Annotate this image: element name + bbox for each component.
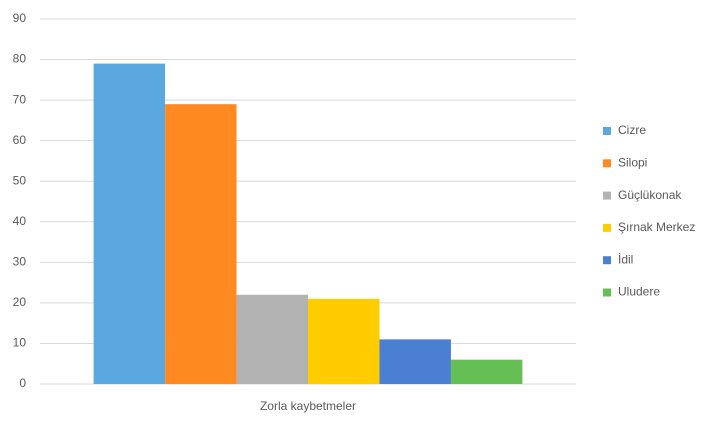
bar <box>165 104 237 385</box>
y-tick-label: 60 <box>13 133 27 147</box>
y-tick-label: 90 <box>13 11 27 25</box>
legend-label: Cizre <box>618 123 646 137</box>
bar <box>93 63 166 384</box>
legend-swatch <box>603 159 611 168</box>
legend-label: Güçlükonak <box>618 188 682 202</box>
y-tick-label: 40 <box>13 214 27 228</box>
legend-swatch <box>603 288 611 297</box>
y-tick-label: 20 <box>13 295 27 309</box>
legend-label: İdil <box>618 252 633 266</box>
legend-label: Uludere <box>618 285 660 299</box>
legend-swatch <box>603 256 611 265</box>
bar <box>308 298 380 384</box>
y-tick-label: 50 <box>13 173 27 187</box>
legend-label: Şırnak Merkez <box>618 220 695 234</box>
y-tick-label: 80 <box>13 52 27 66</box>
y-tick-label: 0 <box>19 376 26 390</box>
legend-label: Silopi <box>618 155 647 169</box>
y-tick-label: 30 <box>13 255 27 269</box>
y-tick-label: 10 <box>13 336 27 350</box>
legend-swatch <box>603 223 611 232</box>
legend-swatch <box>603 127 611 135</box>
y-tick-label: 70 <box>13 92 27 106</box>
bar <box>236 294 308 384</box>
legend-swatch <box>603 191 611 200</box>
bar <box>450 359 523 384</box>
x-tick-label: Zorla kaybetmeler <box>260 399 356 413</box>
bar <box>379 339 451 384</box>
